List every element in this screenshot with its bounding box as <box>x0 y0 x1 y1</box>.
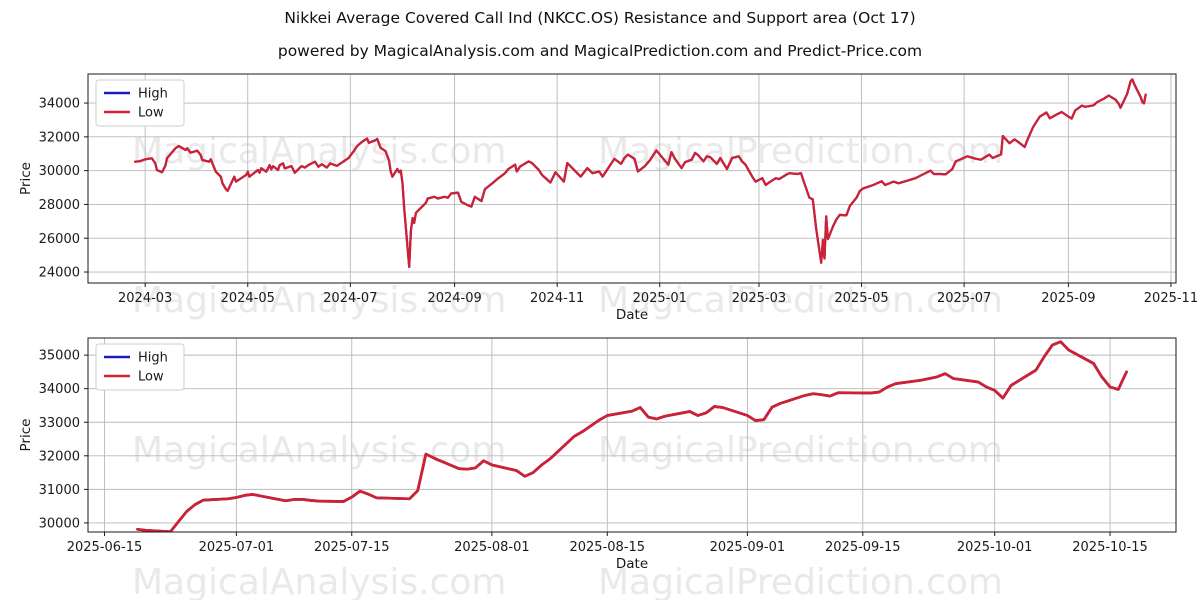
x-axis-label: Date <box>616 307 648 323</box>
watermark-text: MagicalAnalysis.com <box>132 562 506 600</box>
x-tick-label: 2025-10-15 <box>1072 540 1148 555</box>
axes-spines <box>87 337 1177 533</box>
x-tick-label: 2024-07 <box>323 291 377 306</box>
x-tick-label: 2025-09 <box>1041 291 1095 306</box>
price-line-low <box>134 78 1147 268</box>
y-tick-label: 33000 <box>39 416 80 431</box>
series-layer <box>136 340 1128 532</box>
x-tick-label: 2025-10-01 <box>957 540 1033 555</box>
detail-chart: 2025-06-15 2025-07-01 2025-07-15 2025-08-01… <box>18 337 1177 572</box>
x-tick-label: 2025-03 <box>732 291 786 306</box>
x-tick-label: 2024-09 <box>427 291 481 306</box>
legend-box <box>95 79 185 127</box>
x-tick-label: 2025-06-15 <box>67 540 143 555</box>
x-tick-label: 2024-11 <box>530 291 584 306</box>
y-tick-label: 32000 <box>39 130 80 145</box>
price-line-low <box>136 340 1128 532</box>
x-tick-label: 2025-08-15 <box>569 540 645 555</box>
legend: High Low <box>95 343 185 391</box>
x-tick-label: 2025-01 <box>633 291 687 306</box>
y-tick-label: 32000 <box>39 449 80 464</box>
y-tick-label: 31000 <box>39 483 80 498</box>
x-axis-label: Date <box>616 556 648 572</box>
watermark-text: MagicalAnalysis.com <box>132 430 506 471</box>
y-tick-label: 26000 <box>39 232 80 247</box>
y-tick-label: 34000 <box>39 97 80 112</box>
grid-lines <box>88 74 1176 283</box>
x-tick-label: 2025-07-01 <box>199 540 275 555</box>
y-axis-label: Price <box>18 162 34 195</box>
x-tick-label: 2025-09-01 <box>710 540 786 555</box>
y-tick-label: 34000 <box>39 382 80 397</box>
x-tick-label: 2024-03 <box>118 291 172 306</box>
x-tick-label: 2025-11 <box>1144 291 1198 306</box>
overview-chart: 2024-03 2024-05 2024-07 2024-09 2024-11 2025-… <box>18 73 1198 323</box>
watermark-text: MagicalPrediction.com <box>598 562 1003 600</box>
y-tick-label: 28000 <box>39 198 80 213</box>
y-tick-label: 30000 <box>39 164 80 179</box>
y-tick-label: 30000 <box>39 516 80 531</box>
y-axis-label: Price <box>18 419 34 452</box>
watermark-text: MagicalPrediction.com <box>598 131 1003 172</box>
x-tick-label: 2025-05 <box>834 291 888 306</box>
axes-spines <box>87 73 1177 284</box>
series-layer <box>134 78 1147 268</box>
y-tick-label: 35000 <box>39 349 80 364</box>
watermark-text: MagicalPrediction.com <box>598 430 1003 471</box>
price-line-high <box>134 78 1147 268</box>
legend: High Low <box>95 79 185 127</box>
legend-label-high: High <box>138 87 168 102</box>
x-tick-label: 2025-08-01 <box>454 540 530 555</box>
watermark-layer: MagicalAnalysis.com MagicalPrediction.com… <box>132 131 1003 600</box>
legend-label-high: High <box>138 351 168 366</box>
y-tick-label: 24000 <box>39 266 80 281</box>
watermark-text: MagicalPrediction.com <box>598 280 1003 321</box>
x-tick-label: 2025-09-15 <box>825 540 901 555</box>
legend-label-low: Low <box>138 370 164 385</box>
watermark-text: MagicalAnalysis.com <box>132 280 506 321</box>
x-tick-label: 2025-07-15 <box>314 540 390 555</box>
legend-label-low: Low <box>138 106 164 121</box>
x-tick-label: 2024-05 <box>221 291 275 306</box>
grid-lines <box>88 338 1176 532</box>
x-tick-label: 2025-07 <box>937 291 991 306</box>
legend-box <box>95 343 185 391</box>
